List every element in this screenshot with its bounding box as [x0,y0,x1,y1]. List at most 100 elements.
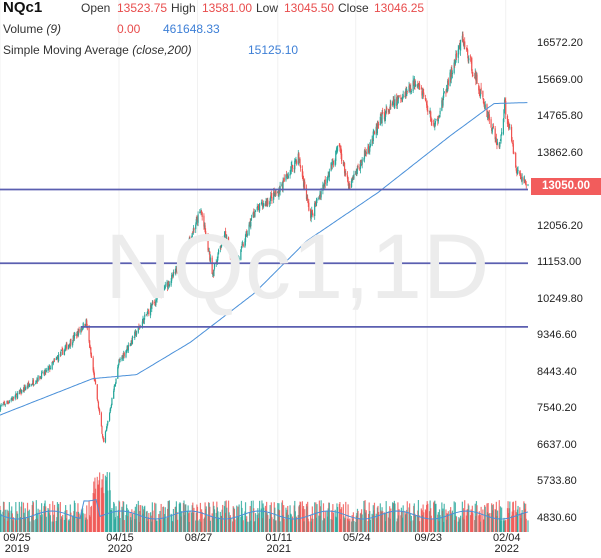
candle-body [106,423,108,427]
volume-bar [140,505,142,532]
volume-bar [423,512,425,532]
candle-body [0,405,2,407]
candle-body [205,231,207,237]
volume-bar [185,504,187,532]
candle-body [242,243,244,245]
candle-body [183,253,185,258]
volume-bar [295,516,298,532]
volume-bar [324,511,326,532]
candle-body [476,74,478,84]
candle-body [188,238,190,244]
candle-body [464,41,466,48]
candle-body [434,121,437,125]
candle-body [383,112,386,120]
candle-body [96,384,98,400]
candle-body [300,165,302,169]
candle-body [467,49,469,55]
volume-bar [339,501,341,532]
candle-body [16,393,19,399]
candle-body [347,177,349,183]
volume-bar [398,509,400,532]
candle-body [141,321,144,327]
candle-body [137,326,139,333]
low-label: Low [256,1,279,15]
candle-body [201,212,203,217]
candle-body [503,99,506,110]
y-tick-label: 14765.80 [537,110,583,123]
candle-body [442,99,444,106]
horizontal-lines[interactable] [0,188,528,328]
candle-body [244,234,247,242]
candle-body [396,96,398,106]
candle-body [474,77,476,79]
volume-bar [115,506,117,532]
volume-bar [386,511,388,532]
candle-body [162,287,164,296]
candle-body [51,362,53,369]
candle-body [315,199,318,206]
candle-body [425,98,427,102]
volume-bar [488,513,490,532]
candle-body [332,160,335,165]
candle-body [259,203,261,211]
candle-body [110,405,112,408]
candle-body [460,40,462,51]
candle-body [496,142,499,145]
volume-bar [193,507,195,532]
sma-label: Simple Moving Average (close,200) [3,43,192,57]
candle-body [367,146,369,154]
candle-body [118,360,120,365]
candle-body [302,175,304,179]
candle-body [240,249,242,260]
sma-line [0,102,528,416]
candle-body [216,256,219,263]
candle-body [176,267,178,272]
candle-body [414,79,416,87]
candle-body [155,299,157,305]
candle-body [176,271,179,273]
volume-bar [59,502,61,532]
y-tick-label: 8443.40 [537,365,577,378]
candle-body [172,272,175,276]
candle-body [209,251,211,261]
candle-body [28,385,30,387]
volume-bar [527,520,529,532]
volume-bar [406,501,408,532]
volume-bar [390,508,392,532]
candle-body [433,123,435,125]
candle-body [236,260,238,268]
volume-bar [312,518,314,532]
candle-body [14,395,16,399]
candle-body [345,173,347,176]
candle-body [109,409,111,414]
volume-bar [347,504,349,532]
candle-body [55,358,57,360]
candle-body [253,212,255,215]
watermark: NQc1,1D [105,216,491,318]
volume-bar [418,521,421,532]
candle-body [469,56,472,58]
volume-bar [103,493,105,532]
volume-bar [28,509,30,532]
candle-body [468,58,470,61]
y-tick-label: 13862.60 [537,146,583,159]
candle-body [373,131,376,134]
volume-bar [156,520,158,532]
candle-body [478,85,480,91]
candle-body [0,406,2,411]
candle-body [275,191,277,195]
volume-bar [41,514,43,532]
candle-body [471,72,473,74]
candle-body [495,138,497,144]
volume-bar [442,508,444,532]
candle-body [33,384,35,386]
candle-body [250,221,252,227]
candle-body [365,151,367,155]
volume-bar [332,512,335,532]
candle-body [199,211,201,214]
candle-body [217,253,219,258]
volume-bar [451,510,454,532]
candle-body [217,249,220,255]
candle-body [24,388,26,390]
